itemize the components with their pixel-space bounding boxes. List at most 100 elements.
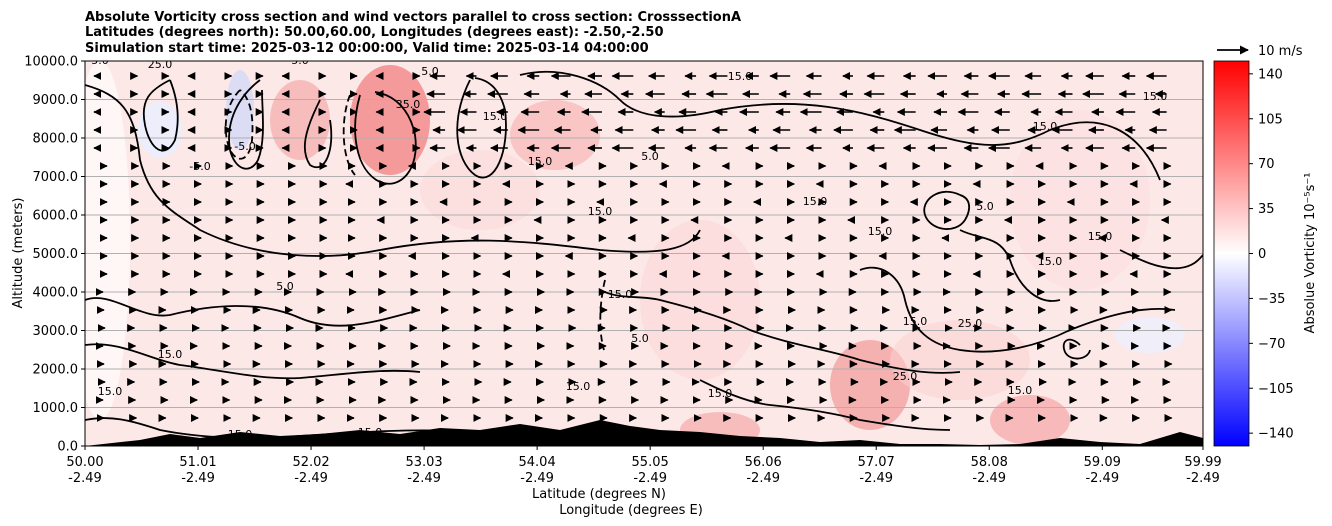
- contour-line: [303, 99, 333, 168]
- y-tick-label: 3000.0: [33, 324, 79, 339]
- contour-label: -5.0: [234, 140, 255, 153]
- vorticity-patch: [226, 70, 254, 150]
- x-tick-label-lon: -2.49: [68, 471, 102, 486]
- contour-line: [923, 190, 971, 230]
- contour-label: 15.0: [158, 348, 183, 361]
- x-tick-label-lat: 54.04: [519, 455, 556, 470]
- x-tick-label-lat: 55.05: [632, 455, 669, 470]
- contour-line: [354, 91, 417, 185]
- x-tick-label-lon: -2.49: [520, 471, 554, 486]
- vorticity-patch: [350, 65, 430, 175]
- chart-title-line-2: Latitudes (degrees north): 50.00,60.00, …: [85, 25, 664, 40]
- colorbar-tick-label: −35: [1258, 292, 1285, 307]
- vorticity-patch: [420, 150, 540, 230]
- chart-title-line-3: Simulation start time: 2025-03-12 00:00:…: [85, 41, 649, 56]
- contour-line: [519, 71, 1161, 181]
- x-tick-label-lon: -2.49: [407, 471, 441, 486]
- x-axis-label-latitude: Latitude (degrees N): [532, 487, 666, 502]
- vorticity-patch: [1010, 110, 1150, 290]
- vorticity-patch: [990, 395, 1070, 445]
- colorbar-tick-label: −105: [1258, 382, 1294, 397]
- contour-line: [142, 79, 179, 152]
- colorbar-tick-label: 105: [1258, 112, 1283, 127]
- contour-label: 35.0: [396, 98, 421, 111]
- contour-label: 15.0: [1088, 230, 1113, 243]
- y-tick-label: 1000.0: [33, 401, 79, 416]
- x-tick-label-lon: -2.49: [859, 471, 893, 486]
- contour-line: [699, 379, 951, 431]
- contour-line: [599, 289, 961, 374]
- contour-label: 25.0: [148, 58, 173, 71]
- contour-label: 5.0: [91, 54, 109, 67]
- y-tick-label: 2000.0: [33, 363, 79, 378]
- y-axis-label: Altitude (meters): [11, 198, 26, 309]
- plot-area: 5.0 25.0 5.0 35.0 15.0 15.0 5.0 15.0 15.0 15.0 5.0…: [84, 54, 1204, 447]
- x-tick-label-lat: 58.08: [971, 455, 1008, 470]
- x-axis-label-longitude: Longitude (degrees E): [559, 503, 703, 518]
- x-axis: 50.00-2.4951.01-2.4952.02-2.4953.03-2.49…: [66, 446, 1222, 486]
- terrain-silhouette: [85, 420, 1203, 446]
- x-tick-label-lat: 59.99: [1184, 455, 1221, 470]
- colorbar-tick-label: 70: [1258, 157, 1275, 172]
- contour-label: 15.0: [1008, 384, 1033, 397]
- y-tick-label: 6000.0: [33, 209, 79, 224]
- y-tick-label: 4000.0: [33, 286, 79, 301]
- y-tick-label: 7000.0: [33, 170, 79, 185]
- y-axis: 0.0 1000.0 2000.0 3000.0 4000.0 5000.0 6000.0 7…: [24, 55, 85, 455]
- y-tick-label: 5000.0: [33, 247, 79, 262]
- contour-line: [1062, 338, 1091, 360]
- y-tick-label: 9000.0: [33, 93, 79, 108]
- contour-line: [85, 343, 421, 380]
- x-tick-label-lat: 59.09: [1084, 455, 1121, 470]
- colorbar-tick-label: −70: [1258, 337, 1285, 352]
- vorticity-patch: [1115, 317, 1185, 353]
- gridlines: [85, 99, 1203, 408]
- y-tick-label: 10000.0: [24, 55, 78, 70]
- wind-vectors: [93, 72, 1173, 422]
- contour-label: 5.0: [631, 332, 649, 345]
- vorticity-patch: [270, 80, 330, 160]
- contour-label: 15.0: [708, 387, 733, 400]
- vorticity-patch: [890, 320, 1030, 400]
- colorbar: 140 105 70 35 0 −35 −70 −105 −140 Absolue Vortic…: [1213, 60, 1318, 447]
- contour-line-negative: [342, 94, 356, 176]
- contour-label: 15.0: [98, 385, 123, 398]
- contour-line: [228, 79, 264, 170]
- colorbar-ticks: 140 105 70 35 0 −35 −70 −105 −140: [1249, 67, 1294, 442]
- contour-label: 15.0: [566, 380, 591, 393]
- x-tick-label-lon: -2.49: [633, 471, 667, 486]
- x-tick-label-lat: 51.01: [179, 455, 216, 470]
- contour-label: 15.0: [1038, 255, 1063, 268]
- chart-title-line-1: Absolute Vorticity cross section and win…: [85, 10, 741, 25]
- contour-line-negative: [224, 89, 254, 160]
- quiver-key: 10 m/s: [1217, 44, 1303, 59]
- contour-label: 15.0: [608, 288, 633, 301]
- vorticity-patch: [138, 102, 182, 158]
- colorbar-tick-label: 140: [1258, 67, 1283, 82]
- x-tick-label-lon: -2.49: [294, 471, 328, 486]
- x-tick-label-lon: -2.49: [972, 471, 1006, 486]
- colorbar-gradient: [1213, 60, 1250, 447]
- x-tick-label-lon: -2.49: [1186, 471, 1220, 486]
- contour-label: 15.0: [588, 205, 613, 218]
- x-tick-label-lon: -2.49: [181, 471, 215, 486]
- vorticity-patch: [640, 220, 760, 380]
- y-tick-label: 0.0: [57, 440, 78, 455]
- vorticity-patch: [85, 61, 130, 420]
- colorbar-tick-label: 0: [1258, 247, 1266, 262]
- colorbar-label: Absolue Vorticity 10⁻⁵s⁻¹: [1303, 173, 1318, 334]
- x-tick-label-lat: 56.06: [745, 455, 782, 470]
- x-tick-label-lat: 57.07: [858, 455, 895, 470]
- y-tick-label: 8000.0: [33, 132, 79, 147]
- vorticity-patch: [510, 100, 600, 170]
- contour-label: 5.0: [641, 150, 659, 163]
- contour-label: 15.0: [528, 155, 553, 168]
- colorbar-tick-label: 35: [1258, 202, 1275, 217]
- terrain: [85, 420, 1203, 446]
- x-tick-label-lon: -2.49: [1085, 471, 1119, 486]
- contour-label: 5.0: [291, 54, 309, 67]
- contour-label: 5.0: [276, 280, 294, 293]
- x-tick-label-lat: 52.02: [292, 455, 329, 470]
- contour-line: [859, 266, 1176, 353]
